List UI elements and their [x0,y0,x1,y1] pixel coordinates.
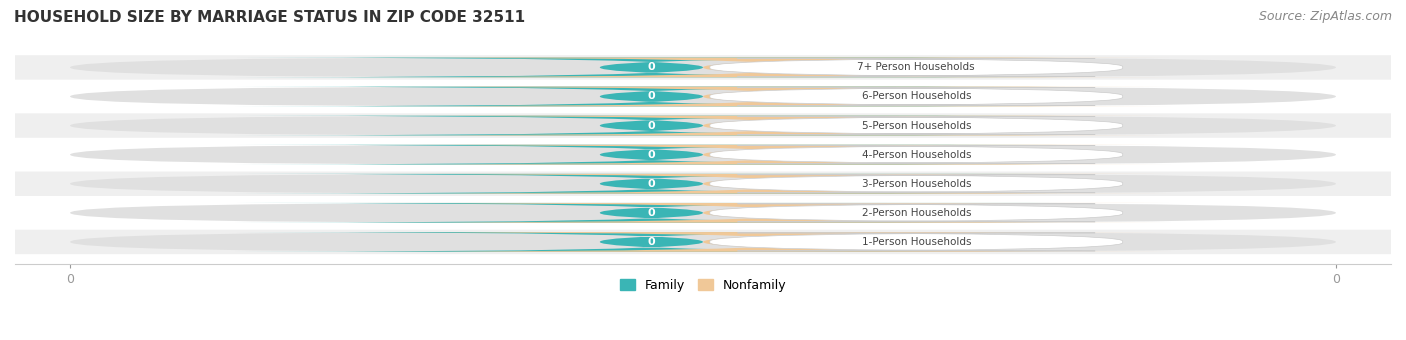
FancyBboxPatch shape [15,55,1391,80]
Text: 0: 0 [648,237,655,247]
FancyBboxPatch shape [235,174,1067,194]
Text: 0: 0 [751,208,758,218]
FancyBboxPatch shape [70,116,1336,135]
FancyBboxPatch shape [710,175,1122,193]
Legend: Family, Nonfamily: Family, Nonfamily [614,274,792,297]
Text: 0: 0 [648,63,655,72]
FancyBboxPatch shape [235,145,1067,165]
Text: 4-Person Households: 4-Person Households [862,150,972,160]
FancyBboxPatch shape [339,174,1171,194]
FancyBboxPatch shape [339,57,1171,77]
FancyBboxPatch shape [339,232,1171,252]
FancyBboxPatch shape [15,113,1391,138]
FancyBboxPatch shape [339,87,1171,106]
FancyBboxPatch shape [710,204,1122,222]
FancyBboxPatch shape [70,145,1336,165]
FancyBboxPatch shape [710,58,1122,76]
Text: 0: 0 [751,237,758,247]
FancyBboxPatch shape [15,201,1391,225]
FancyBboxPatch shape [235,203,1067,223]
FancyBboxPatch shape [339,145,1171,165]
FancyBboxPatch shape [70,57,1336,77]
Text: 3-Person Households: 3-Person Households [862,179,972,189]
FancyBboxPatch shape [235,232,1067,252]
Text: 0: 0 [648,208,655,218]
Text: 0: 0 [751,91,758,102]
Text: HOUSEHOLD SIZE BY MARRIAGE STATUS IN ZIP CODE 32511: HOUSEHOLD SIZE BY MARRIAGE STATUS IN ZIP… [14,10,526,25]
FancyBboxPatch shape [15,172,1391,196]
Text: 0: 0 [648,91,655,102]
Text: 5-Person Households: 5-Person Households [862,121,972,131]
FancyBboxPatch shape [15,84,1391,109]
Text: 0: 0 [751,179,758,189]
Text: 0: 0 [648,121,655,131]
Text: 0: 0 [751,63,758,72]
Text: 2-Person Households: 2-Person Households [862,208,972,218]
FancyBboxPatch shape [710,87,1122,105]
FancyBboxPatch shape [710,117,1122,135]
FancyBboxPatch shape [235,57,1067,77]
FancyBboxPatch shape [70,232,1336,252]
FancyBboxPatch shape [15,230,1391,254]
FancyBboxPatch shape [15,142,1391,167]
FancyBboxPatch shape [235,116,1067,135]
Text: 1-Person Households: 1-Person Households [862,237,972,247]
Text: 0: 0 [751,121,758,131]
Text: 6-Person Households: 6-Person Households [862,91,972,102]
FancyBboxPatch shape [339,116,1171,135]
FancyBboxPatch shape [70,203,1336,223]
FancyBboxPatch shape [235,87,1067,106]
Text: 7+ Person Households: 7+ Person Households [858,63,976,72]
FancyBboxPatch shape [70,87,1336,106]
Text: 0: 0 [648,150,655,160]
FancyBboxPatch shape [710,146,1122,164]
Text: Source: ZipAtlas.com: Source: ZipAtlas.com [1258,10,1392,23]
Text: 0: 0 [751,150,758,160]
Text: 0: 0 [648,179,655,189]
FancyBboxPatch shape [339,203,1171,223]
FancyBboxPatch shape [710,233,1122,251]
FancyBboxPatch shape [70,174,1336,194]
